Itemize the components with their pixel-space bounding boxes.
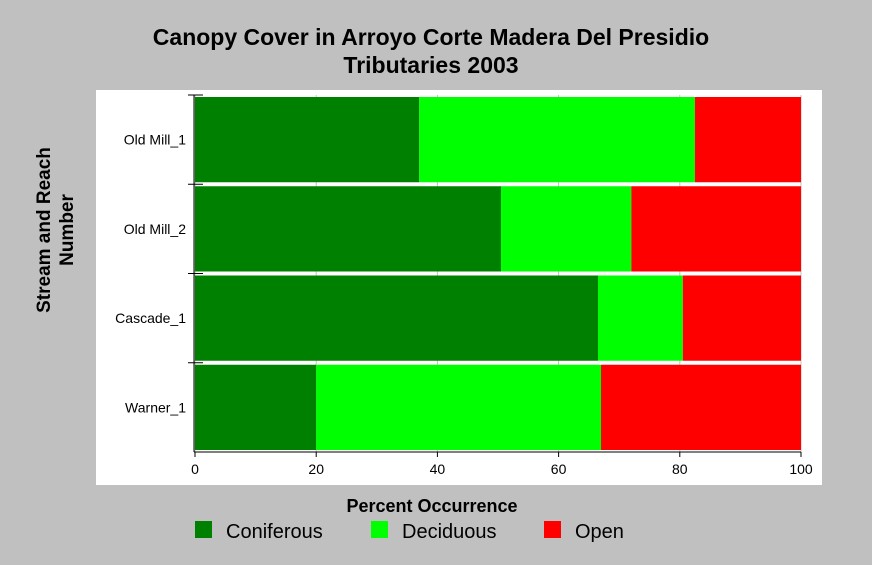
y-axis-label-line-2: Number — [57, 194, 78, 266]
legend-swatch-coniferous — [195, 521, 212, 538]
y-category-label-2: Cascade_1 — [115, 310, 186, 326]
bar-open-2 — [682, 275, 801, 361]
y-category-labels: Old Mill_1 Old Mill_2 Cascade_1 Warner_1 — [115, 132, 186, 416]
x-tick-label-1: 20 — [308, 461, 324, 477]
y-category-label-0: Old Mill_1 — [124, 132, 186, 148]
legend: Coniferous Deciduous Open — [195, 521, 624, 543]
x-tick-label-5: 100 — [789, 461, 813, 477]
y-axis-label-line-1: Stream and Reach — [34, 147, 55, 313]
chart-title-line-2: Tributaries 2003 — [343, 52, 518, 78]
bar-coniferous-0 — [195, 97, 420, 183]
axes — [188, 94, 802, 457]
bar-coniferous-1 — [195, 186, 502, 272]
bar-open-1 — [631, 186, 801, 272]
legend-swatch-deciduous — [371, 521, 388, 538]
legend-label-coniferous: Coniferous — [226, 521, 323, 543]
y-axis-label: Stream and Reach Number — [34, 147, 78, 313]
bar-coniferous-2 — [195, 275, 598, 361]
bar-coniferous-3 — [195, 364, 317, 450]
bar-deciduous-2 — [597, 275, 683, 361]
bar-open-0 — [694, 97, 801, 183]
bar-deciduous-0 — [419, 97, 695, 183]
legend-label-open: Open — [575, 521, 624, 543]
x-tick-labels: 0 20 40 60 80 100 — [191, 461, 813, 477]
bars — [195, 97, 801, 450]
x-tick-label-4: 80 — [672, 461, 688, 477]
legend-label-deciduous: Deciduous — [402, 521, 497, 543]
bar-deciduous-3 — [316, 364, 602, 450]
chart-title-line-1: Canopy Cover in Arroyo Corte Madera Del … — [153, 24, 709, 50]
bar-open-3 — [601, 364, 801, 450]
x-tick-label-0: 0 — [191, 461, 199, 477]
x-tick-label-3: 60 — [551, 461, 567, 477]
bar-deciduous-1 — [501, 186, 632, 272]
y-category-label-3: Warner_1 — [125, 399, 186, 415]
x-tick-label-2: 40 — [430, 461, 446, 477]
legend-swatch-open — [544, 521, 561, 538]
y-category-label-1: Old Mill_2 — [124, 221, 186, 237]
x-axis-label: Percent Occurrence — [346, 496, 517, 516]
